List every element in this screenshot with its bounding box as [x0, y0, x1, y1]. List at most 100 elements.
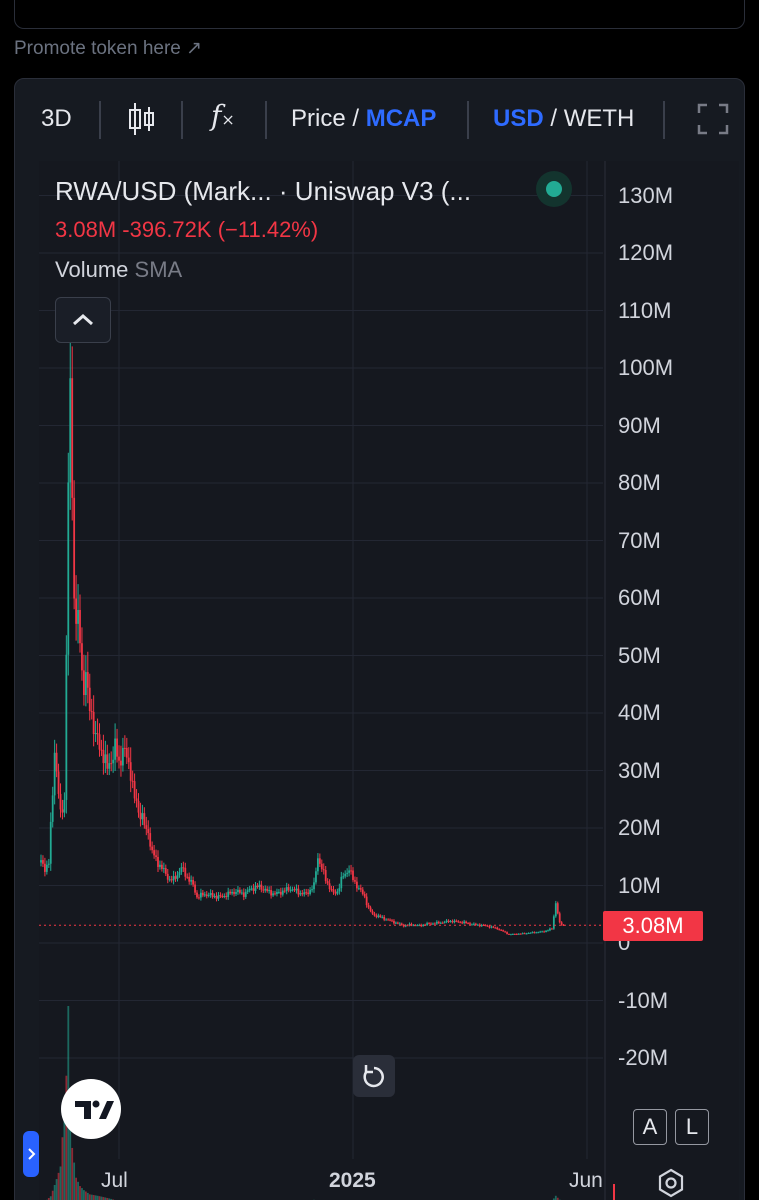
candlestick-icon[interactable] — [127, 101, 157, 144]
candle-body — [529, 932, 532, 934]
candle-body — [110, 763, 113, 765]
indicators-fx-icon[interactable]: f× — [211, 99, 235, 132]
candle-body — [198, 897, 200, 899]
candle-body — [459, 922, 462, 924]
volume-bar — [108, 1198, 111, 1200]
weth-option[interactable]: WETH — [563, 105, 635, 132]
fullscreen-icon[interactable] — [697, 103, 729, 142]
volume-bar — [53, 1185, 56, 1200]
volume-bar — [90, 1194, 93, 1200]
candle-body — [350, 870, 352, 872]
volume-bar — [63, 1106, 66, 1200]
candle-body — [215, 895, 218, 899]
currency-toggle[interactable]: USD / WETH — [493, 105, 634, 133]
volume-bar — [61, 1137, 64, 1200]
candle-body — [301, 893, 304, 895]
candle-body — [227, 891, 230, 897]
candle-body — [545, 930, 547, 933]
volume-bar — [104, 1197, 107, 1200]
volume-legend[interactable]: Volume SMA — [55, 257, 182, 283]
toggle-slash: / — [345, 105, 366, 132]
volume-bar — [79, 1186, 81, 1200]
candle-body — [391, 920, 393, 922]
mcap-option[interactable]: MCAP — [365, 105, 437, 132]
volume-bar — [94, 1195, 97, 1200]
candle-body — [123, 747, 126, 749]
toggle-slash: / — [543, 105, 564, 132]
candle-body — [451, 921, 454, 923]
tradingview-logo-icon[interactable] — [61, 1079, 121, 1139]
timeframe-button[interactable]: 3D — [41, 105, 72, 132]
candle-body — [453, 920, 456, 923]
chevron-right-icon — [28, 1148, 36, 1160]
usd-option[interactable]: USD — [493, 105, 544, 132]
side-panel-handle[interactable] — [23, 1131, 39, 1177]
candle-body — [445, 920, 448, 922]
y-tick-label: 130M — [618, 182, 674, 208]
candle-body — [40, 860, 42, 863]
candle-body — [293, 889, 296, 891]
candle-body — [443, 921, 446, 923]
log-scale-button[interactable]: L — [675, 1109, 709, 1145]
candle-body — [558, 913, 561, 923]
settings-gear-icon[interactable] — [655, 1167, 687, 1199]
candle-body — [504, 931, 506, 933]
candle-body — [342, 876, 345, 878]
volume-bar — [92, 1195, 95, 1200]
candle-body — [354, 880, 356, 882]
volume-bar — [55, 1179, 58, 1200]
candle-body — [449, 921, 452, 923]
candle-body — [143, 813, 146, 826]
chart-panel: 3D f× Price / MCAP USD / WETH RWA/USD (M… — [14, 78, 745, 1200]
candle-body — [200, 892, 202, 898]
candle-body — [402, 925, 405, 927]
collapse-legend-button[interactable] — [55, 297, 111, 343]
candle-body — [276, 891, 278, 895]
auto-scale-button[interactable]: A — [633, 1109, 667, 1145]
candle-body — [356, 881, 358, 889]
x-tick-label: 2025 — [329, 1169, 376, 1192]
candle-body — [535, 932, 538, 934]
candle-body — [114, 738, 116, 760]
candle-body — [161, 864, 163, 869]
candle-body — [435, 921, 438, 924]
candle-body — [309, 889, 311, 894]
volume-bar — [86, 1192, 89, 1200]
promote-token-link[interactable]: Promote token here ↗ — [14, 38, 203, 59]
candle-body — [77, 609, 79, 624]
legend-value: 3.08M — [55, 217, 117, 242]
reset-chart-button[interactable] — [353, 1055, 395, 1097]
candle-body — [496, 927, 499, 930]
volume-bar — [554, 1195, 557, 1200]
candle-body — [159, 864, 161, 867]
candle-body — [63, 799, 66, 813]
price-option[interactable]: Price — [291, 105, 346, 132]
candle-body — [81, 643, 83, 671]
candle-body — [547, 930, 549, 932]
candle-body — [186, 876, 189, 878]
legend-values: 3.08M -396.72K (−11.42%) — [55, 217, 318, 243]
y-tick-label: 90M — [618, 412, 661, 438]
candle-body — [457, 921, 460, 923]
candle-body — [338, 888, 341, 892]
candle-body — [279, 891, 282, 895]
candle-body — [285, 887, 288, 892]
candle-body — [133, 781, 136, 799]
candle-body — [373, 913, 376, 916]
candle-body — [125, 747, 128, 758]
candle-body — [223, 896, 226, 898]
candle-body — [98, 734, 101, 750]
y-tick-label: 110M — [618, 297, 672, 323]
candle-body — [184, 867, 187, 877]
candle-body — [145, 825, 148, 830]
candle-body — [213, 895, 216, 897]
candle-body — [258, 884, 261, 888]
price-mcap-toggle[interactable]: Price / MCAP — [291, 105, 436, 133]
chart-canvas[interactable] — [39, 161, 739, 1200]
candle-body — [552, 916, 555, 929]
candle-body — [151, 846, 154, 851]
volume-bar — [59, 1166, 62, 1200]
candle-body — [219, 895, 222, 897]
candle-body — [396, 922, 399, 924]
candle-body — [106, 754, 109, 769]
